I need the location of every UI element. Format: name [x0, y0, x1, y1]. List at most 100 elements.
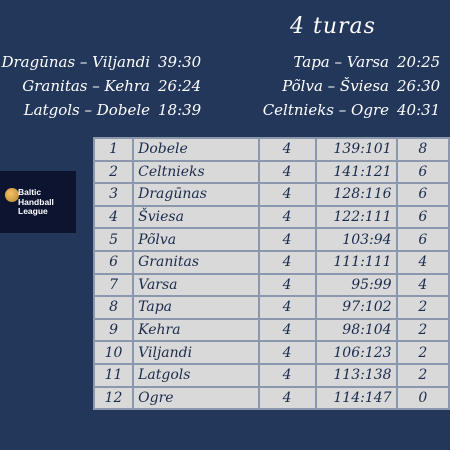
logo-line: League — [18, 206, 48, 216]
points-cell: 4 — [395, 272, 450, 298]
table-row: 1 Dobele 4 139:101 8 — [92, 137, 450, 162]
position-cell: 2 — [92, 159, 135, 185]
points-cell: 2 — [395, 317, 450, 343]
position-cell: 5 — [92, 227, 135, 252]
games-cell: 4 — [257, 137, 317, 162]
position-cell: 6 — [92, 249, 135, 275]
team-cell: Ogre — [132, 385, 260, 411]
logo-line: Baltic — [18, 187, 42, 197]
games-cell: 4 — [257, 227, 317, 252]
team-cell: Tapa — [132, 295, 260, 320]
handball-icon — [5, 188, 19, 202]
points-cell: 4 — [395, 249, 450, 275]
match-score: 40:31 — [397, 101, 441, 119]
result-row: Latgols – Dobele 18:39 — [0, 98, 212, 122]
match-name: Põlva – Šviesa — [282, 77, 389, 95]
team-cell: Dobele — [132, 137, 260, 162]
games-cell: 4 — [257, 385, 317, 411]
games-cell: 4 — [257, 272, 317, 298]
match-score: 20:25 — [397, 53, 441, 71]
baltic-handball-league-logo: Baltic Handball League — [0, 171, 76, 233]
match-name: Granitas – Kehra — [22, 77, 150, 95]
points-cell: 6 — [395, 227, 450, 252]
result-row: Tapa – Varsa 20:25 — [244, 50, 450, 74]
table-row: 7 Varsa 4 95:99 4 — [92, 272, 450, 298]
match-score: 26:24 — [158, 77, 202, 95]
points-cell: 0 — [395, 385, 450, 411]
table-row: 4 Šviesa 4 122:111 6 — [92, 204, 450, 230]
table-row: 10 Viljandi 4 106:123 2 — [92, 340, 450, 365]
games-cell: 4 — [257, 340, 317, 365]
logo-line: Handball — [18, 196, 54, 207]
results-left: Dragūnas – Viljandi 39:30 Granitas – Kehr… — [0, 50, 212, 122]
position-cell: 9 — [92, 317, 135, 343]
table-row: 5 Põlva 4 103:94 6 — [92, 227, 450, 252]
team-cell: Põlva — [132, 227, 260, 252]
result-row: Dragūnas – Viljandi 39:30 — [0, 50, 212, 74]
match-score: 39:30 — [158, 53, 202, 71]
table-row: 2 Celtnieks 4 141:121 6 — [92, 159, 450, 185]
team-cell: Šviesa — [132, 204, 260, 230]
position-cell: 7 — [92, 272, 135, 298]
goals-cell: 141:121 — [314, 159, 398, 185]
position-cell: 4 — [92, 204, 135, 230]
games-cell: 4 — [257, 317, 317, 343]
position-cell: 8 — [92, 295, 135, 320]
goals-cell: 113:138 — [314, 362, 398, 388]
points-cell: 2 — [395, 295, 450, 320]
match-name: Tapa – Varsa — [293, 53, 389, 71]
team-cell: Varsa — [132, 272, 260, 298]
match-score: 26:30 — [397, 77, 441, 95]
points-cell: 6 — [395, 182, 450, 207]
table-row: 3 Dragūnas 4 128:116 6 — [92, 182, 450, 207]
table-row: 8 Tapa 4 97:102 2 — [92, 295, 450, 320]
games-cell: 4 — [257, 182, 317, 207]
position-cell: 10 — [92, 340, 135, 365]
table-row: 11 Latgols 4 113:138 2 — [92, 362, 450, 388]
position-cell: 3 — [92, 182, 135, 207]
goals-cell: 128:116 — [314, 182, 398, 207]
position-cell: 12 — [92, 385, 135, 411]
match-name: Celtnieks – Ogre — [262, 101, 389, 119]
match-name: Dragūnas – Viljandi — [1, 53, 150, 71]
games-cell: 4 — [257, 249, 317, 275]
result-row: Granitas – Kehra 26:24 — [0, 74, 212, 98]
goals-cell: 103:94 — [314, 227, 398, 252]
team-cell: Latgols — [132, 362, 260, 388]
games-cell: 4 — [257, 362, 317, 388]
table-row: 12 Ogre 4 114:147 0 — [92, 385, 450, 411]
results-right: Tapa – Varsa 20:25 Põlva – Šviesa 26:30 Ce… — [244, 50, 450, 122]
points-cell: 6 — [395, 204, 450, 230]
points-cell: 2 — [395, 340, 450, 365]
goals-cell: 98:104 — [314, 317, 398, 343]
result-row: Celtnieks – Ogre 40:31 — [244, 98, 450, 122]
points-cell: 2 — [395, 362, 450, 388]
position-cell: 1 — [92, 137, 135, 162]
result-row: Põlva – Šviesa 26:30 — [244, 74, 450, 98]
team-cell: Kehra — [132, 317, 260, 343]
round-title: 4 turas — [290, 14, 376, 39]
team-cell: Granitas — [132, 249, 260, 275]
goals-cell: 97:102 — [314, 295, 398, 320]
goals-cell: 106:123 — [314, 340, 398, 365]
team-cell: Viljandi — [132, 340, 260, 365]
table-row: 9 Kehra 4 98:104 2 — [92, 317, 450, 343]
team-cell: Celtnieks — [132, 159, 260, 185]
goals-cell: 111:111 — [314, 249, 398, 275]
points-cell: 6 — [395, 159, 450, 185]
position-cell: 11 — [92, 362, 135, 388]
games-cell: 4 — [257, 204, 317, 230]
match-score: 18:39 — [158, 101, 202, 119]
match-name: Latgols – Dobele — [23, 101, 150, 119]
goals-cell: 139:101 — [314, 137, 398, 162]
logo-text: Baltic Handball League — [18, 187, 54, 217]
games-cell: 4 — [257, 295, 317, 320]
team-cell: Dragūnas — [132, 182, 260, 207]
goals-cell: 95:99 — [314, 272, 398, 298]
table-row: 6 Granitas 4 111:111 4 — [92, 249, 450, 275]
standings-table: 1 Dobele 4 139:101 8 2 Celtnieks 4 141:121 6 3 Drag… — [92, 137, 450, 411]
games-cell: 4 — [257, 159, 317, 185]
standings-body: 1 Dobele 4 139:101 8 2 Celtnieks 4 141:121 6 3 Drag… — [92, 137, 450, 411]
points-cell: 8 — [395, 137, 450, 162]
goals-cell: 122:111 — [314, 204, 398, 230]
